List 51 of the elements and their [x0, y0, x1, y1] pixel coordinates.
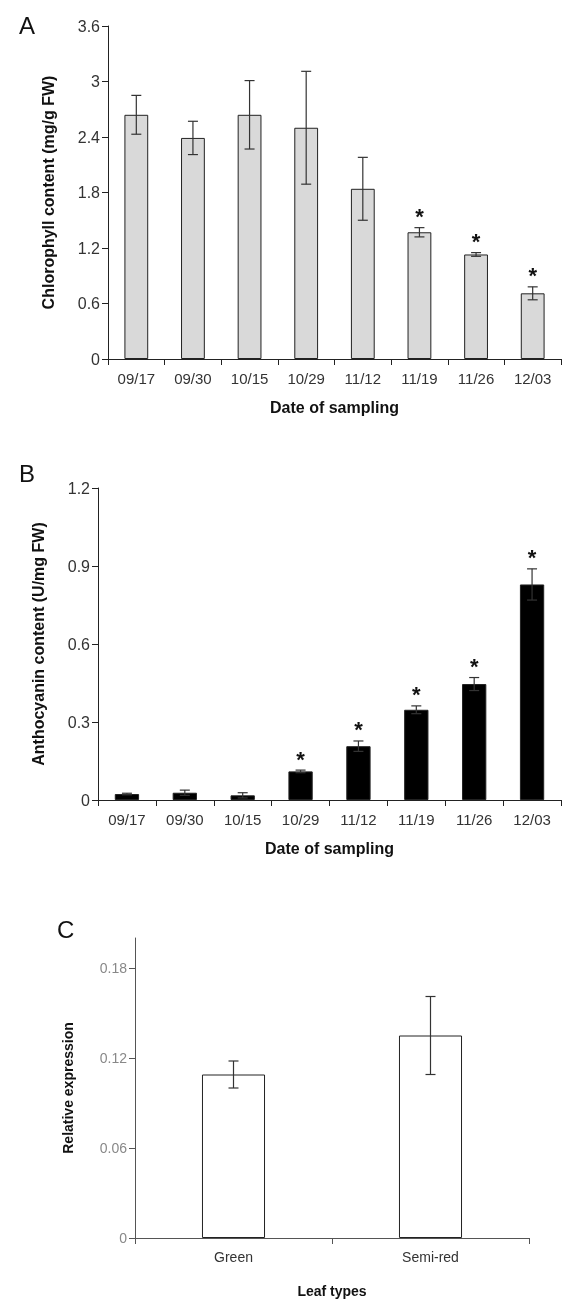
x-axis-title: Date of sampling [270, 398, 399, 416]
annotation: * [412, 682, 422, 708]
annotation: * [527, 545, 537, 571]
x-tick-label: 09/17 [117, 370, 156, 387]
y-tick-label: 0 [91, 350, 101, 368]
x-tick-label: 09/30 [166, 811, 204, 828]
annotation: * [469, 654, 479, 680]
y-tick-label: 0.3 [67, 713, 91, 731]
y-tick-label: 1.2 [67, 479, 91, 497]
x-tick-label: 10/15 [223, 811, 262, 828]
y-tick-label: 1.8 [77, 184, 101, 201]
y-tick-label: 0.6 [67, 635, 91, 653]
y-tick-label: 0.18 [99, 960, 128, 976]
x-tick-label: 12/03 [513, 811, 551, 828]
y-tick-label: 0.12 [99, 1050, 128, 1066]
annotation: * [354, 717, 364, 743]
y-tick-label: 0.06 [99, 1140, 128, 1156]
y-tick-label: 3.6 [77, 17, 101, 35]
x-axis-title: Leaf types [297, 1283, 367, 1299]
x-tick-label: 10/29 [281, 811, 320, 828]
chart-title: A [19, 11, 36, 39]
y-tick-label: 2.4 [77, 128, 101, 146]
annotation: * [528, 263, 538, 289]
y-axis-title: Chlorophyll content (mg/g FW) [39, 75, 57, 310]
annotation: * [415, 204, 425, 230]
chart-title: C [57, 915, 75, 943]
x-tick-label: 11/12 [340, 811, 377, 828]
x-tick-label: Green [214, 1249, 253, 1265]
x-tick-label: 10/15 [230, 370, 269, 387]
chart-title: B [19, 459, 36, 487]
x-tick-label: 12/03 [513, 370, 552, 387]
y-axis-title: Relative expression [60, 1022, 76, 1154]
x-tick-label: 11/26 [457, 370, 495, 387]
x-tick-label: 09/30 [174, 370, 212, 387]
x-tick-label: Semi-red [402, 1249, 459, 1265]
y-tick-label: 3 [91, 73, 101, 90]
x-axis-title: Date of sampling [265, 839, 394, 857]
annotation: * [296, 746, 306, 772]
x-tick-label: 09/17 [108, 811, 146, 828]
y-axis-title: Anthocyanin content (U/mg FW) [29, 522, 47, 766]
annotation: * [471, 229, 481, 255]
x-tick-label: 11/19 [398, 811, 435, 828]
x-tick-label: 10/29 [287, 370, 325, 387]
y-tick-label: 0.9 [67, 557, 91, 575]
y-tick-label: 0 [81, 791, 91, 809]
x-tick-label: 11/26 [455, 811, 493, 828]
y-tick-label: 0.6 [77, 295, 101, 312]
y-tick-label: 1.2 [77, 239, 101, 257]
x-tick-label: 11/12 [344, 370, 382, 387]
x-tick-label: 11/19 [401, 370, 438, 387]
y-tick-label: 0 [119, 1230, 128, 1246]
